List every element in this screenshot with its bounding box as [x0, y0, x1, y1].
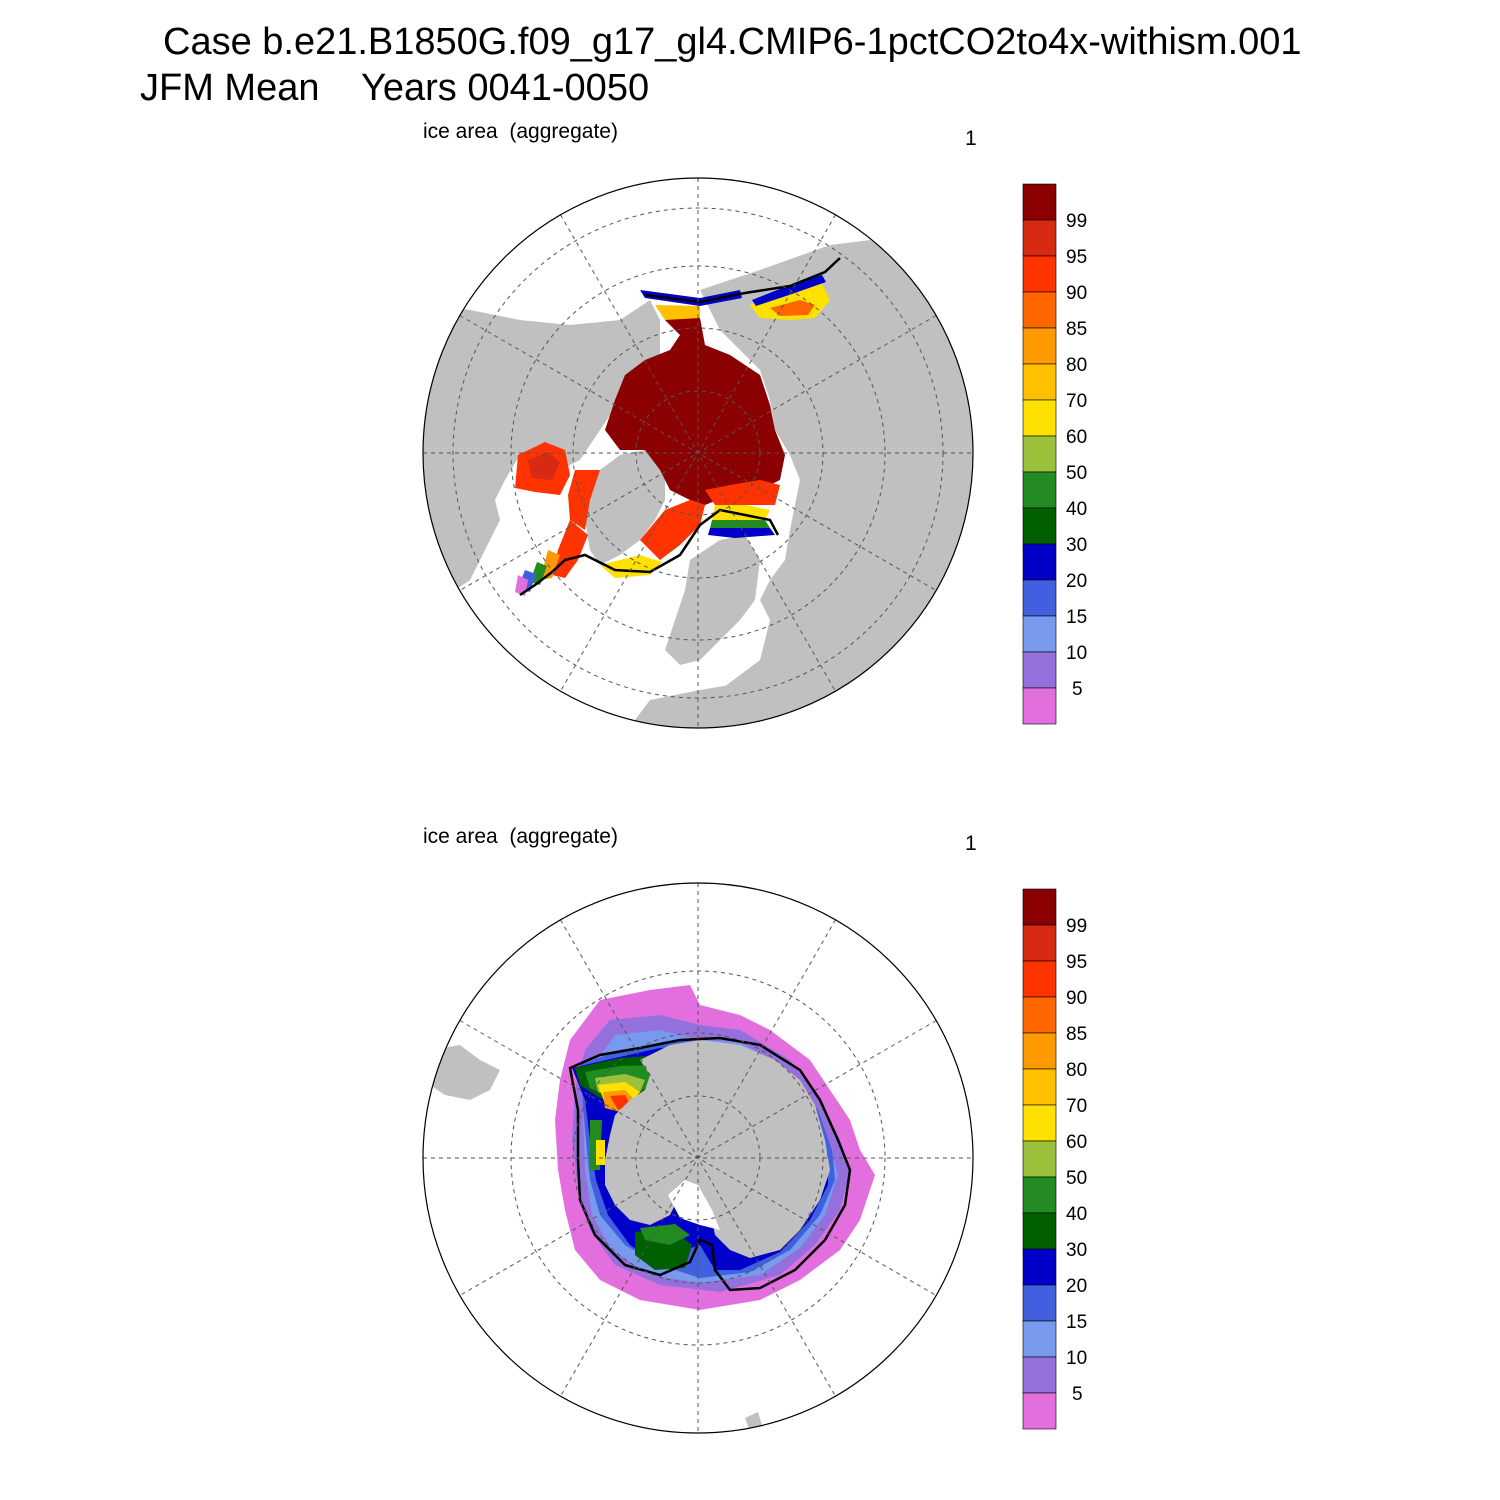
north-colorbar-label-12: 10 [1066, 643, 1087, 664]
south-graticule [423, 883, 973, 1433]
north-colorbar-label-11: 15 [1066, 607, 1087, 628]
north-colorbar: 99 95 90 85 80 70 60 50 40 30 20 15 10 5 [1022, 183, 1087, 725]
south-colorbar-label-2: 90 [1066, 988, 1087, 1009]
north-colorbar-label-7: 50 [1066, 463, 1087, 484]
north-ice-bering-band [640, 290, 742, 306]
north-colorbar-box-5 [1022, 363, 1057, 401]
north-ice-barents-red [705, 480, 780, 505]
north-ice-okhotsk-edge [752, 275, 826, 306]
north-polar-map [422, 177, 974, 729]
north-ice-greenland-east-red [640, 500, 705, 560]
north-ice-labrador-orange [540, 550, 560, 580]
north-colorbar-label-5: 70 [1066, 391, 1087, 412]
south-colorbar-box-9 [1022, 1212, 1057, 1250]
north-colorbar-box-0 [1022, 183, 1057, 221]
north-colorbar-box-1 [1022, 219, 1057, 257]
north-colorbar-box-7 [1022, 435, 1057, 473]
south-land-south-america [430, 1045, 500, 1100]
figure-title-line1: Case b.e21.B1850G.f09_g17_gl4.CMIP6-1pct… [163, 21, 1302, 63]
north-ice-okhotsk-inner [770, 300, 815, 316]
south-colorbar-label-6: 60 [1066, 1132, 1087, 1153]
north-colorbar-box-2 [1022, 255, 1057, 293]
north-ice-barents-blue [708, 528, 775, 538]
north-ice-edge-contour [519, 257, 841, 597]
north-ice-bering-inner [655, 305, 700, 320]
south-colorbar-label-13: 5 [1072, 1384, 1083, 1405]
south-colorbar-box-4 [1022, 1032, 1057, 1070]
south-colorbar-label-10: 20 [1066, 1276, 1087, 1297]
north-colorbar-box-9 [1022, 507, 1057, 545]
south-colorbar-label-7: 50 [1066, 1168, 1087, 1189]
north-ice-baffin [568, 470, 600, 530]
north-panel-unit-label: 1 [965, 127, 977, 150]
figure-title-line2: JFM Mean Years 0041-0050 [140, 67, 650, 109]
north-colorbar-box-14 [1022, 687, 1057, 725]
north-colorbar-label-4: 80 [1066, 355, 1087, 376]
south-colorbar-label-9: 30 [1066, 1240, 1087, 1261]
south-colorbar-label-0: 99 [1066, 916, 1087, 937]
north-colorbar-box-11 [1022, 579, 1057, 617]
north-colorbar-box-8 [1022, 471, 1057, 509]
north-colorbar-box-4 [1022, 327, 1057, 365]
north-colorbar-label-1: 95 [1066, 247, 1087, 268]
south-colorbar-box-2 [1022, 960, 1057, 998]
south-colorbar-box-10 [1022, 1248, 1057, 1286]
north-ice-central-pack [605, 318, 785, 505]
south-polar-map [422, 882, 974, 1434]
south-colorbar-label-3: 85 [1066, 1024, 1087, 1045]
north-sea-ice [515, 275, 830, 596]
south-panel-variable-label: ice area (aggregate) [423, 825, 618, 848]
south-panel-unit-label: 1 [965, 832, 977, 855]
south-colorbar-label-11: 15 [1066, 1312, 1087, 1333]
north-colorbar-box-10 [1022, 543, 1057, 581]
north-colorbar-label-8: 40 [1066, 499, 1087, 520]
north-colorbar-box-12 [1022, 615, 1057, 653]
north-ice-barents-green [710, 520, 770, 530]
south-colorbar-box-13 [1022, 1356, 1057, 1394]
south-colorbar-box-14 [1022, 1392, 1057, 1430]
north-colorbar-label-9: 30 [1066, 535, 1087, 556]
north-ice-hudson-dark [528, 452, 560, 480]
south-colorbar-label-5: 70 [1066, 1096, 1087, 1117]
north-land-greenland [585, 450, 665, 565]
south-ice-ross-green [640, 1224, 690, 1245]
north-colorbar-label-0: 99 [1066, 211, 1087, 232]
north-colorbar-label-2: 90 [1066, 283, 1087, 304]
south-colorbar-label-1: 95 [1066, 952, 1087, 973]
south-colorbar-label-8: 40 [1066, 1204, 1087, 1225]
north-land-europe [665, 535, 760, 665]
north-colorbar-box-3 [1022, 291, 1057, 329]
south-colorbar: 99 95 90 85 80 70 60 50 40 30 20 15 10 5 [1022, 888, 1087, 1430]
north-colorbar-label-3: 85 [1066, 319, 1087, 340]
south-colorbar-box-6 [1022, 1104, 1057, 1142]
north-colorbar-box-6 [1022, 399, 1057, 437]
north-colorbar-box-13 [1022, 651, 1057, 689]
south-colorbar-box-0 [1022, 888, 1057, 926]
south-colorbar-box-7 [1022, 1140, 1057, 1178]
south-map-border [422, 882, 974, 1434]
south-colorbar-label-12: 10 [1066, 1348, 1087, 1369]
north-land-eurasia [700, 240, 973, 728]
north-colorbar-label-13: 5 [1072, 679, 1083, 700]
south-colorbar-box-1 [1022, 924, 1057, 962]
north-colorbar-label-10: 20 [1066, 571, 1087, 592]
south-ice-edge-contour [568, 1036, 852, 1292]
north-panel-variable-label: ice area (aggregate) [423, 120, 618, 143]
south-colorbar-box-5 [1022, 1068, 1057, 1106]
south-colorbar-box-11 [1022, 1284, 1057, 1322]
north-graticule [423, 178, 973, 728]
south-colorbar-box-3 [1022, 996, 1057, 1034]
north-colorbar-label-6: 60 [1066, 427, 1087, 448]
south-ice-peninsula-yellow [596, 1140, 605, 1165]
north-map-border [422, 177, 974, 729]
south-colorbar-box-8 [1022, 1176, 1057, 1214]
south-colorbar-box-12 [1022, 1320, 1057, 1358]
south-colorbar-label-4: 80 [1066, 1060, 1087, 1081]
